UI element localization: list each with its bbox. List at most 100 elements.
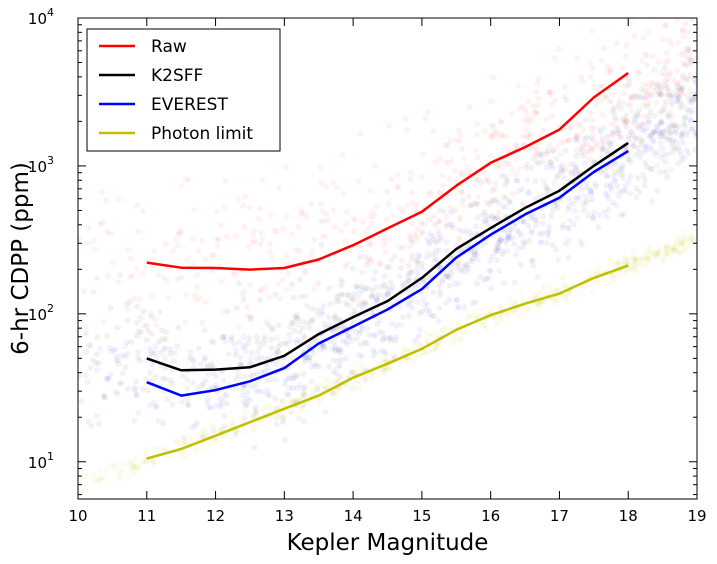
scatter-cloud-photon-limit xyxy=(78,229,697,497)
scatter-point xyxy=(686,87,693,94)
scatter-point xyxy=(407,269,414,276)
scatter-point xyxy=(474,120,481,127)
scatter-point xyxy=(595,268,602,275)
scatter-point xyxy=(204,395,211,402)
scatter-point xyxy=(642,160,649,167)
scatter-point xyxy=(489,213,496,219)
scatter-point xyxy=(203,298,210,305)
scatter-point xyxy=(676,86,683,93)
scatter-point xyxy=(495,209,502,216)
scatter-point xyxy=(512,299,519,306)
scatter-point xyxy=(176,230,183,237)
scatter-point xyxy=(654,187,661,194)
scatter-point xyxy=(385,200,392,207)
scatter-point xyxy=(653,99,660,106)
scatter-point xyxy=(320,382,327,389)
scatter-point xyxy=(207,440,214,447)
scatter-point xyxy=(614,130,621,137)
scatter-point xyxy=(481,277,487,284)
scatter-point xyxy=(617,165,624,172)
scatter-point xyxy=(577,122,584,129)
scatter-point xyxy=(295,321,302,328)
scatter-point xyxy=(265,322,272,329)
scatter-point xyxy=(644,164,651,170)
scatter-point xyxy=(647,258,654,265)
scatter-point xyxy=(664,84,671,91)
scatter-point xyxy=(668,247,675,254)
scatter-point xyxy=(682,52,689,59)
scatter-point xyxy=(643,258,650,265)
scatter-point xyxy=(590,130,597,137)
scatter-point xyxy=(231,271,238,278)
scatter-point xyxy=(281,381,288,388)
scatter-point xyxy=(436,218,443,225)
scatter-point xyxy=(338,291,345,298)
scatter-point xyxy=(432,159,439,166)
scatter-point xyxy=(126,274,133,281)
scatter-point xyxy=(584,134,590,141)
scatter-point xyxy=(149,458,156,465)
scatter-point xyxy=(690,0,696,5)
scatter-point xyxy=(136,296,143,303)
scatter-point xyxy=(360,219,367,226)
scatter-point xyxy=(635,70,642,77)
scatter-point xyxy=(513,177,520,184)
scatter-point xyxy=(115,357,121,363)
scatter-point xyxy=(539,150,546,157)
scatter-point xyxy=(248,383,255,390)
scatter-point xyxy=(661,107,667,114)
scatter-point xyxy=(298,210,304,217)
scatter-point xyxy=(301,392,308,399)
scatter-point xyxy=(107,305,114,312)
scatter-point xyxy=(202,354,208,361)
scatter-point xyxy=(455,248,462,255)
scatter-point xyxy=(264,387,271,394)
scatter-point xyxy=(200,445,207,452)
scatter-point xyxy=(370,276,377,283)
scatter-point xyxy=(189,424,196,431)
scatter-point xyxy=(291,327,298,334)
scatter-point xyxy=(353,283,360,290)
scatter-point xyxy=(250,422,257,429)
scatter-point xyxy=(367,242,373,248)
scatter-point xyxy=(670,247,677,254)
scatter-point xyxy=(408,252,415,259)
scatter-point xyxy=(202,256,209,263)
scatter-point xyxy=(502,144,509,150)
scatter-point xyxy=(558,167,565,174)
scatter-point xyxy=(607,67,614,74)
scatter-point xyxy=(652,152,659,159)
scatter-point xyxy=(588,187,595,194)
scatter-point xyxy=(631,142,637,149)
scatter-point xyxy=(676,148,683,155)
scatter-point xyxy=(267,404,274,410)
scatter-point xyxy=(110,260,117,266)
scatter-point xyxy=(217,222,224,229)
scatter-point xyxy=(218,435,225,442)
scatter-point xyxy=(631,119,638,126)
scatter-point xyxy=(103,197,110,204)
scatter-point xyxy=(476,311,483,318)
scatter-point xyxy=(333,370,340,377)
scatter-point xyxy=(654,123,661,130)
scatter-point xyxy=(614,259,621,266)
scatter-point xyxy=(282,377,289,384)
scatter-point xyxy=(445,272,452,279)
scatter-point xyxy=(449,222,456,229)
scatter-point xyxy=(546,142,553,149)
scatter-point xyxy=(486,201,493,208)
scatter-point xyxy=(503,133,510,140)
scatter-point xyxy=(522,106,529,113)
scatter-point xyxy=(387,287,394,294)
scatter-point xyxy=(544,229,551,236)
scatter-point xyxy=(392,322,399,329)
scatter-point xyxy=(611,114,618,121)
scatter-point xyxy=(308,200,315,207)
scatter-point xyxy=(169,367,176,374)
scatter-point xyxy=(97,467,104,474)
scatter-point xyxy=(550,147,557,154)
scatter-point xyxy=(481,209,488,215)
scatter-point xyxy=(419,265,426,272)
scatter-point xyxy=(285,391,292,398)
scatter-point xyxy=(408,257,415,264)
